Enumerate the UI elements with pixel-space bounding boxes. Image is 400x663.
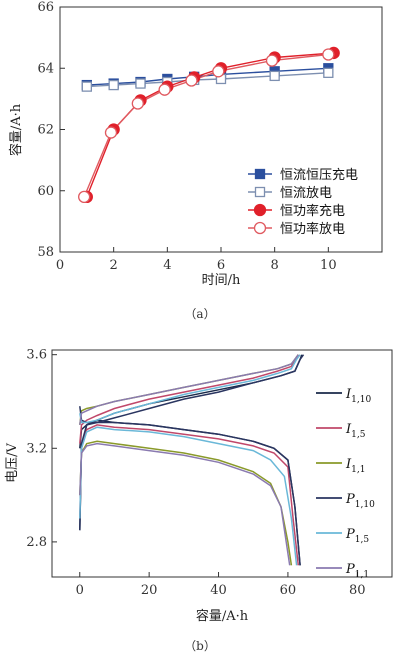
chart-b-ytick-label: 3.2 bbox=[26, 441, 47, 456]
chart-b-discharge-curve-2 bbox=[79, 424, 300, 566]
chart-b-charge-curve-2 bbox=[79, 354, 299, 444]
chart-b-charge-curve-4 bbox=[79, 354, 305, 424]
chart-a-point-s2 bbox=[81, 81, 92, 92]
chart-b-charge-curve-5 bbox=[79, 354, 301, 424]
chart-b-xtick-label: 80 bbox=[349, 583, 366, 598]
chart-b-xtick-label: 40 bbox=[210, 583, 227, 598]
chart-a-point-s2 bbox=[108, 79, 119, 91]
chart-a-point-s4 bbox=[78, 190, 91, 204]
chart-a-legend-label: 恒流恒压充电 bbox=[280, 167, 358, 183]
chart-b-legend-label: I1,5 bbox=[345, 422, 366, 440]
chart-a-point-s4 bbox=[185, 74, 198, 87]
chart-a-ytick-label: 60 bbox=[37, 184, 54, 199]
chart-a-ylabel: 容量/A·h bbox=[8, 103, 24, 156]
chart-b-legend-label: P1,10 bbox=[345, 492, 375, 510]
chart-a-xtick-label: 2 bbox=[110, 258, 118, 273]
chart-a-point-s4 bbox=[265, 54, 279, 67]
chart-a-legend-marker bbox=[254, 186, 266, 198]
chart-a-legend-label: 恒功率放电 bbox=[280, 221, 345, 237]
chart-b-discharge-curve-6 bbox=[79, 442, 291, 566]
chart-a-point-s4 bbox=[322, 48, 335, 61]
chart-a-ytick-label: 64 bbox=[37, 61, 54, 76]
chart-a-legend-label: 恒流放电 bbox=[280, 186, 332, 201]
chart-a-ytick-label: 62 bbox=[37, 123, 54, 138]
chart-a-xtick-label: 10 bbox=[320, 258, 337, 273]
chart-b-discharge-curve-5 bbox=[79, 426, 298, 566]
chart-a-xtick-label: 0 bbox=[56, 258, 64, 273]
chart-a-point-s4 bbox=[104, 126, 118, 139]
chart-a-point-s2 bbox=[269, 70, 280, 82]
chart-a-point-s2 bbox=[323, 67, 334, 78]
chart-b-xtick-label: 60 bbox=[280, 583, 297, 598]
chart-a-ytick-label: 58 bbox=[37, 245, 54, 260]
chart-a-xtick-label: 4 bbox=[163, 258, 171, 273]
chart-a-legend-marker bbox=[253, 221, 267, 235]
chart-b-ylabel: 电压/V bbox=[5, 443, 20, 483]
chart-b-discharge-curve-3 bbox=[79, 440, 293, 566]
chart-a-caption: （a） bbox=[184, 307, 215, 321]
chart-b: 0 20 40 60 80 2.8 3.2 3.6 I1,10 I1,5 I1,1 P1,10 P1,… bbox=[5, 348, 393, 653]
chart-a-series-line-1 bbox=[86, 67, 329, 86]
chart-b-ytick-label: 3.6 bbox=[26, 348, 47, 363]
chart-a-legend-marker bbox=[253, 203, 267, 217]
chart-a-legend-label: 恒功率充电 bbox=[280, 203, 345, 219]
chart-a-ytick-label: 66 bbox=[37, 0, 54, 15]
chart-b-xtick-label: 0 bbox=[76, 583, 84, 598]
chart-b-legend-label: I1,1 bbox=[345, 457, 365, 475]
chart-b-legend-label: P1,5 bbox=[345, 527, 369, 545]
chart-b-discharge-curve-4 bbox=[79, 421, 301, 566]
chart-a-xtick-label: 6 bbox=[217, 258, 225, 273]
chart-b-xtick-label: 20 bbox=[141, 583, 158, 598]
chart-b-legend-label: I1,10 bbox=[345, 387, 371, 405]
chart-b-caption: （b） bbox=[184, 639, 216, 653]
chart-b-charge-curve-6 bbox=[79, 354, 299, 426]
chart-b-discharge-curve-1 bbox=[79, 419, 301, 566]
chart-b-frame bbox=[51, 349, 393, 578]
chart-a-point-s4 bbox=[158, 83, 171, 96]
chart-a-point-s2 bbox=[135, 78, 146, 89]
chart-a-point-s4 bbox=[212, 65, 225, 78]
chart-b-legend-label: P1,1 bbox=[345, 562, 369, 580]
chart-a-point-s4 bbox=[131, 97, 144, 110]
chart-b-xlabel: 容量/A·h bbox=[196, 608, 249, 624]
chart-a-xtick-label: 8 bbox=[271, 258, 279, 273]
chart-a-xlabel: 时间/h bbox=[202, 273, 241, 288]
chart-a-legend-marker bbox=[254, 168, 266, 180]
chart-b-ytick-label: 2.8 bbox=[26, 535, 47, 550]
